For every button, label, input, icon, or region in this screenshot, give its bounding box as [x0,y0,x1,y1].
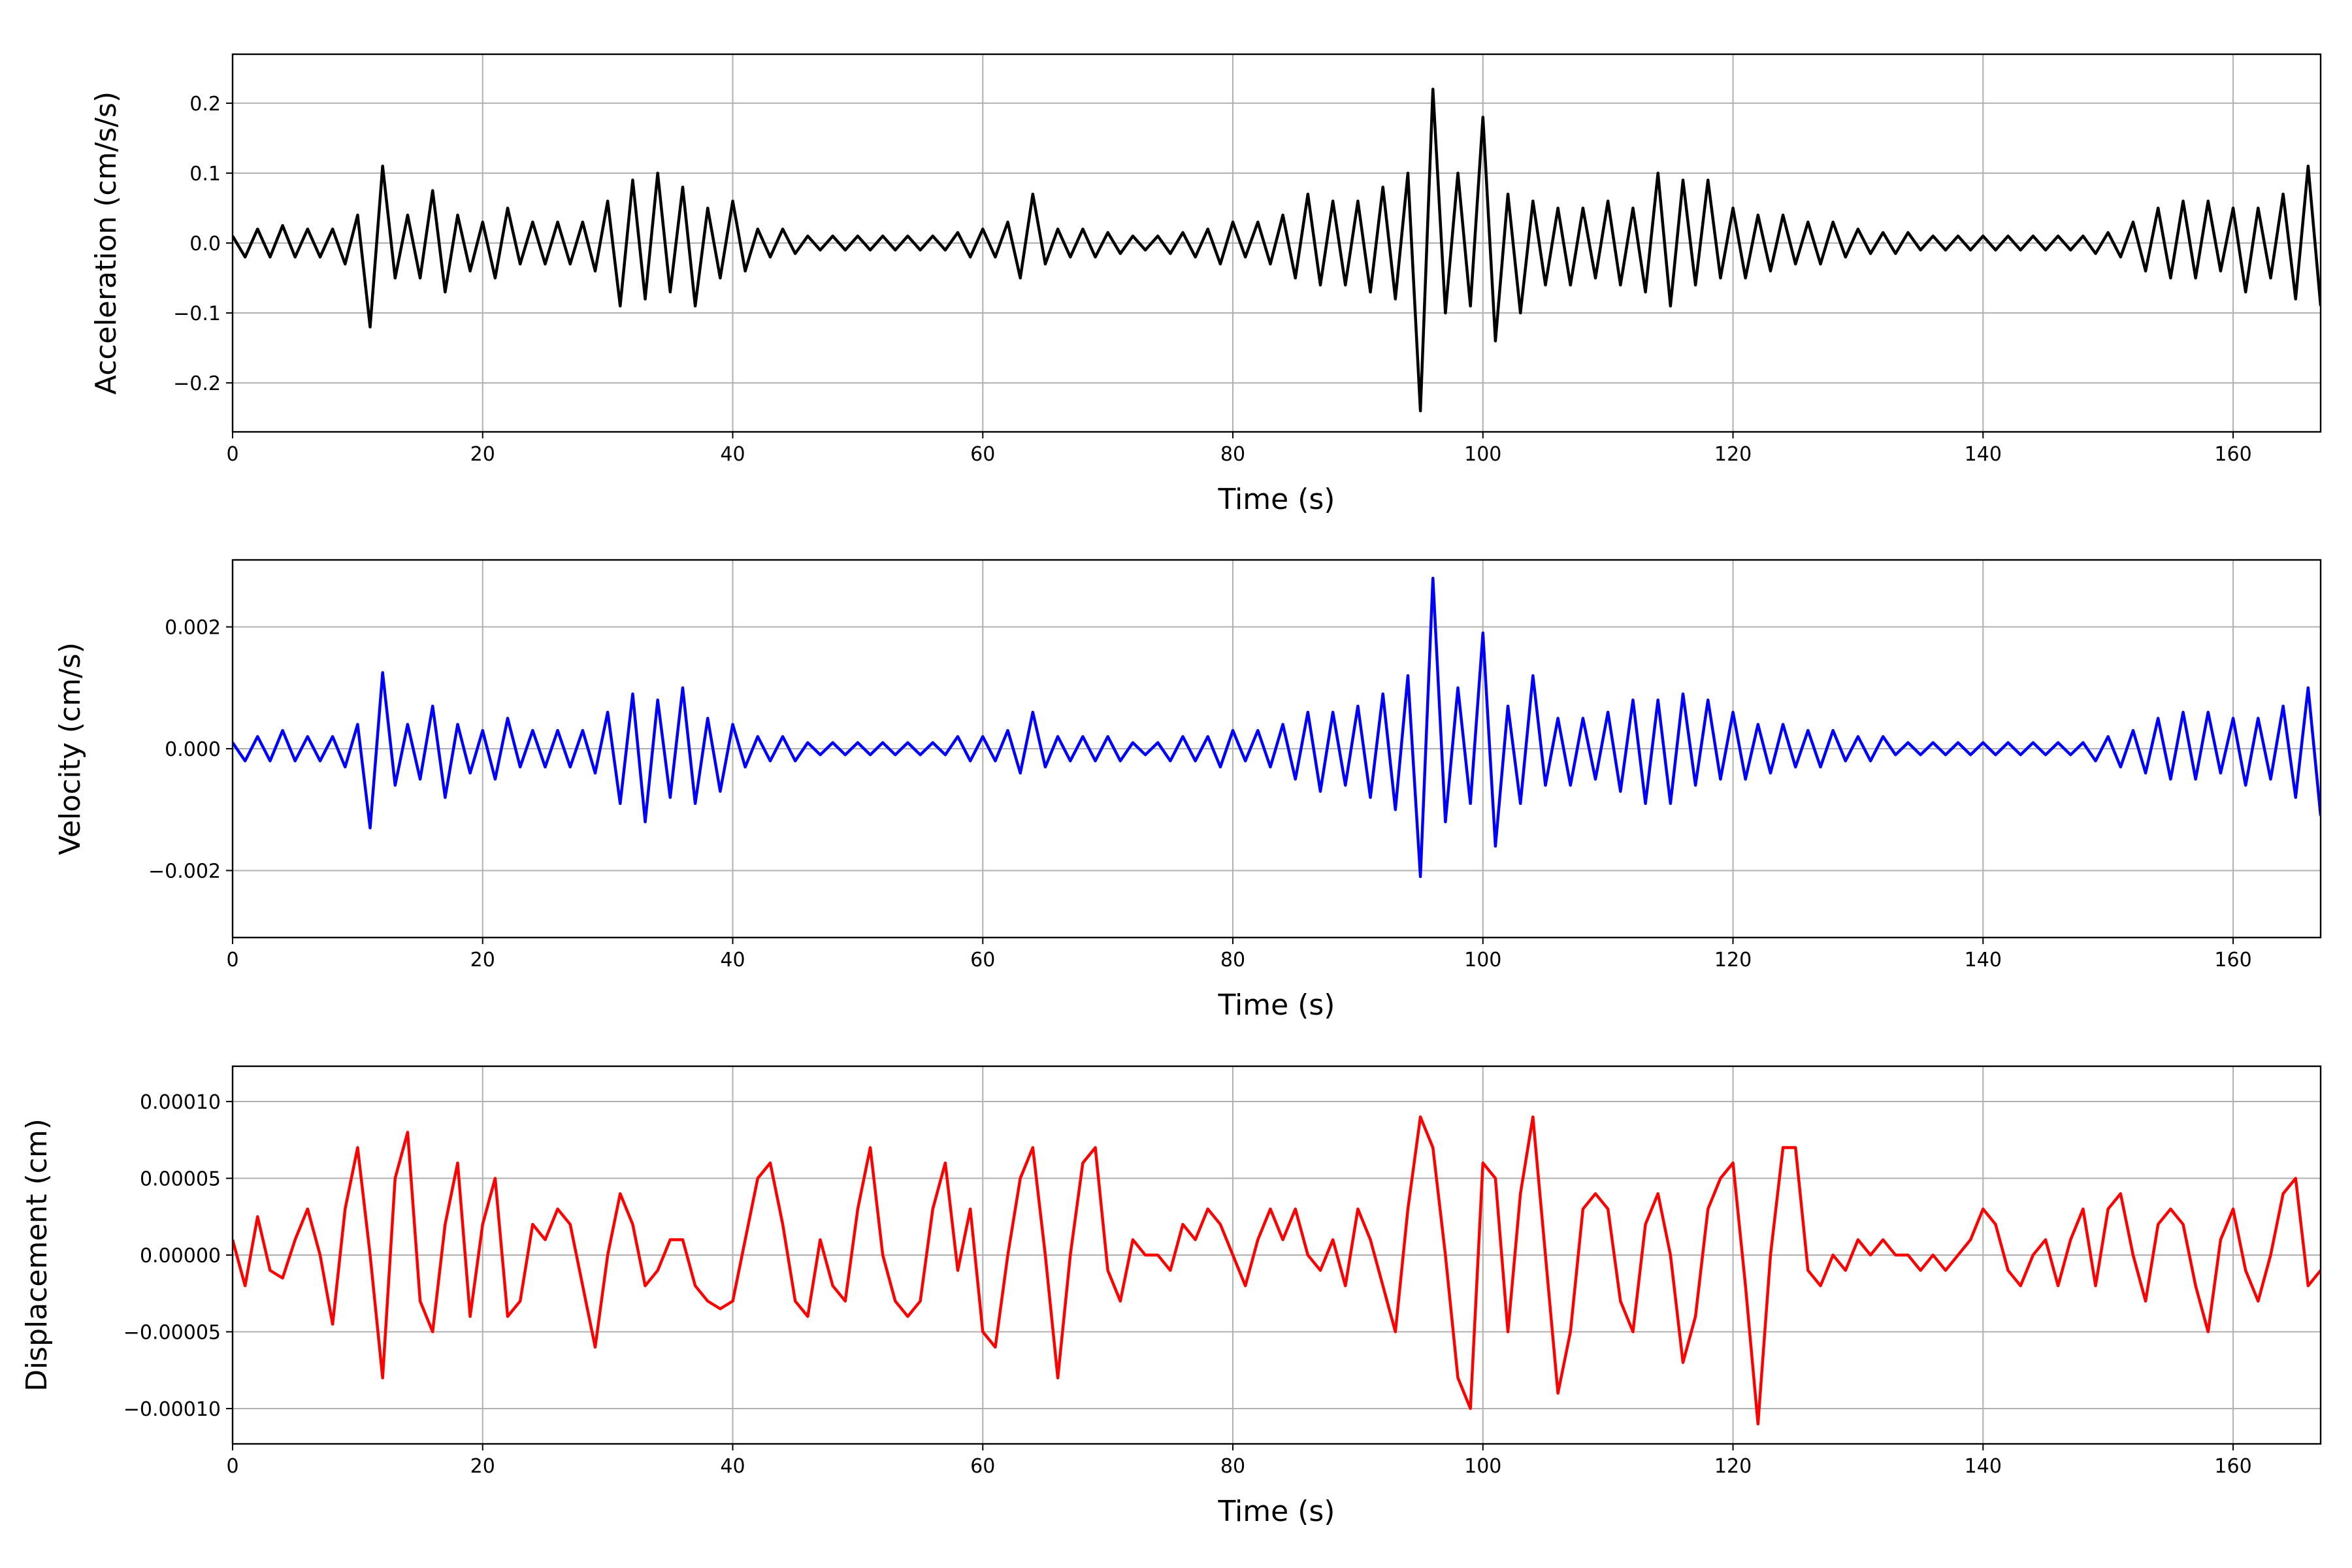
x-tick-label: 100 [1464,1455,1501,1478]
x-axis-label: Time (s) [1218,483,1335,516]
plot-area [233,88,2321,413]
x-tick-label: 0 [226,1455,238,1478]
y-axis-label: Acceleration (cm/s/s) [90,91,123,395]
x-tick-label: 120 [1714,949,1752,972]
y-axis-label: Velocity (cm/s) [54,642,87,855]
y-tick-label: 0.0 [189,233,221,255]
y-tick-label: −0.00005 [123,1321,221,1344]
subplot: 0 20 40 60 80 100 120 140 160 −0.002 0.000 0.002 Tim… [54,559,2322,1022]
y-tick-label: 0.1 [189,163,221,186]
x-tick-label: 40 [720,949,745,972]
y-tick-label: 0.00005 [140,1168,221,1191]
y-tick-label: −0.2 [173,372,221,395]
x-tick-label: 160 [2214,949,2251,972]
x-tick-label: 140 [1965,443,2002,466]
x-tick-label: 100 [1464,443,1501,466]
x-tick-label: 0 [226,949,238,972]
x-axis-label: Time (s) [1218,1495,1335,1528]
x-tick-label: 160 [2214,443,2251,466]
plot-area [233,1115,2321,1426]
x-tick-label: 80 [1220,443,1245,466]
y-tick-label: 0.002 [165,617,221,640]
x-axis-label: Time (s) [1218,988,1335,1022]
x-tick-label: 120 [1714,1455,1752,1478]
subplot: 0 20 40 60 80 100 120 140 160 −0.2 −0.1 0.0 0.1 0.2 Ti… [90,53,2322,516]
x-tick-label: 80 [1220,1455,1245,1478]
x-tick-label: 60 [970,443,995,466]
y-tick-label: 0.00000 [140,1245,221,1267]
axes-frame [231,53,2322,433]
subplot: 0 20 40 60 80 100 120 140 160 −0.00010 −0.00005 0.0… [20,1065,2322,1528]
x-tick-label: 120 [1714,443,1752,466]
x-tick-label: 40 [720,443,745,466]
x-tick-label: 20 [470,949,495,972]
data-line [233,576,2321,879]
plot-area [233,576,2321,879]
x-tick-label: 20 [470,443,495,466]
data-line [233,88,2321,413]
y-tick-label: 0.000 [165,738,221,761]
axes-frame [231,1065,2322,1445]
y-tick-label: −0.002 [148,860,221,883]
x-tick-label: 100 [1464,949,1501,972]
y-tick-label: 0.00010 [140,1091,221,1114]
x-tick-label: 60 [970,949,995,972]
y-tick-label: −0.1 [173,302,221,325]
x-tick-label: 80 [1220,949,1245,972]
y-axis-label: Displacement (cm) [20,1119,54,1392]
y-tick-label: 0.2 [189,93,221,116]
data-line [233,1115,2321,1426]
x-tick-label: 0 [226,443,238,466]
x-tick-label: 60 [970,1455,995,1478]
x-tick-label: 160 [2214,1455,2251,1478]
y-tick-label: −0.00010 [123,1398,221,1421]
x-tick-label: 20 [470,1455,495,1478]
x-tick-label: 40 [720,1455,745,1478]
axes-frame [231,559,2322,939]
x-tick-label: 140 [1965,1455,2002,1478]
x-tick-label: 140 [1965,949,2002,972]
